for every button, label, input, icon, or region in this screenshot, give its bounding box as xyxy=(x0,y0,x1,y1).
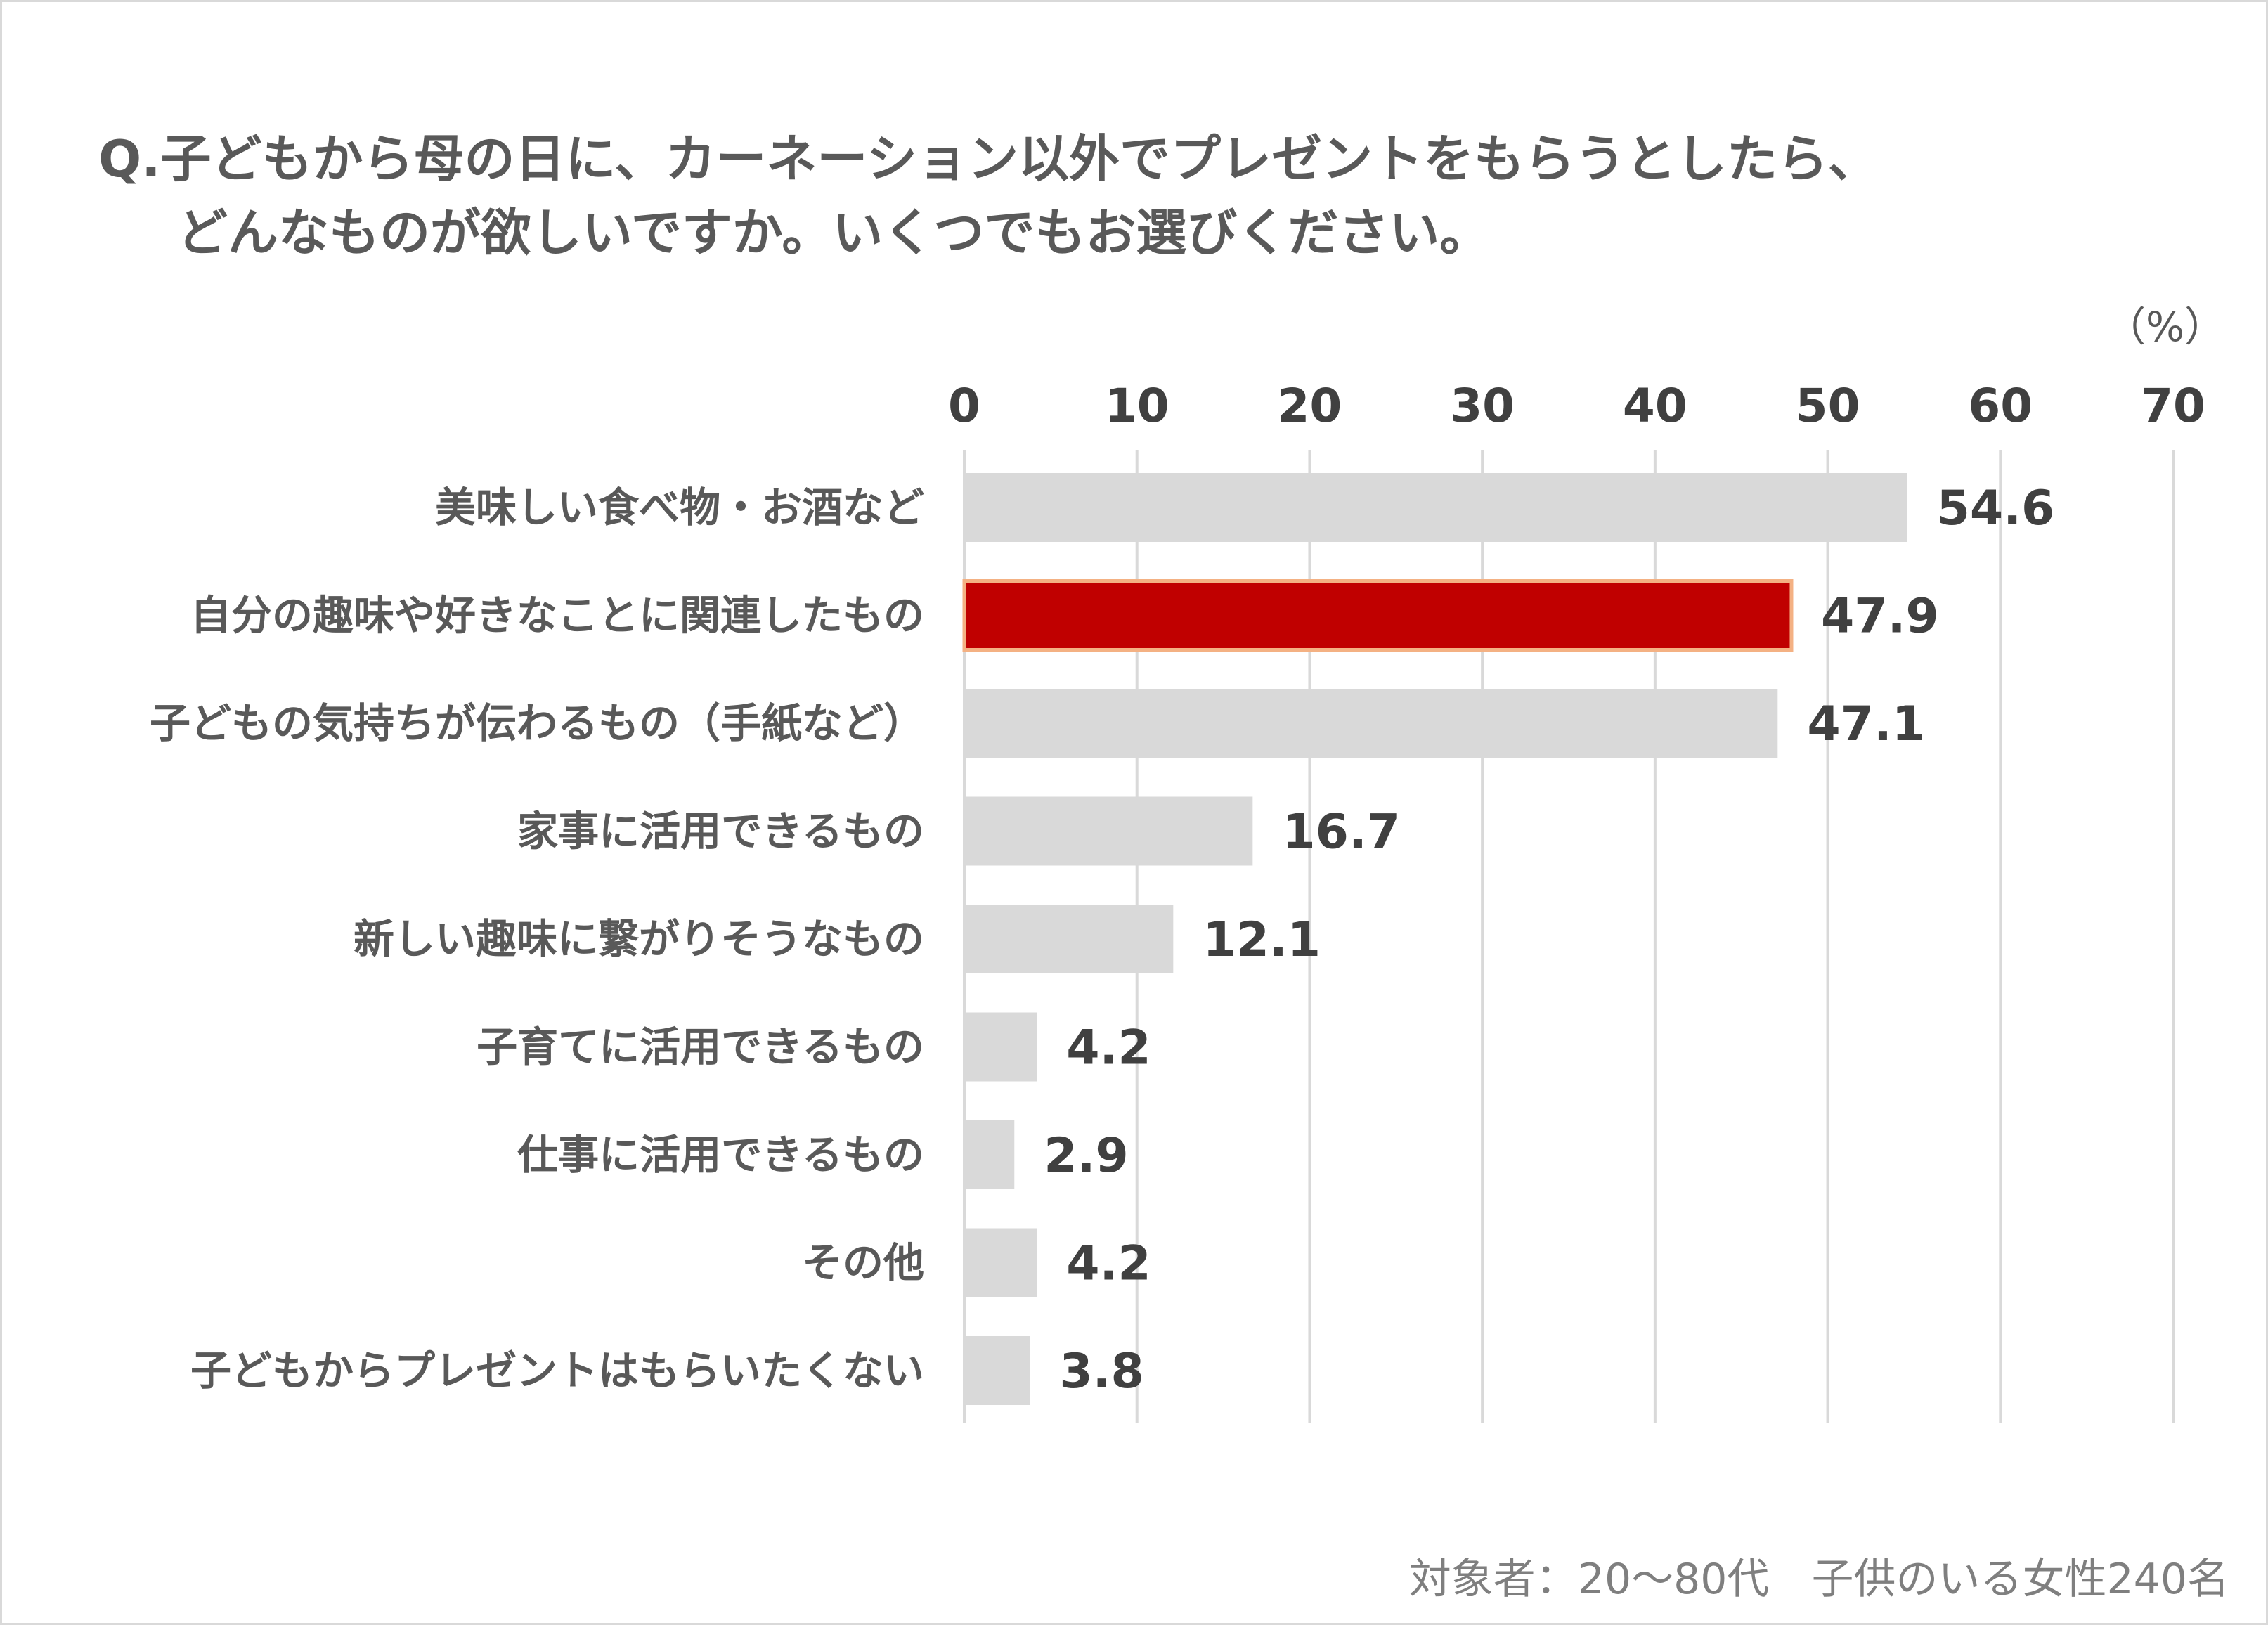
x-tick-label: 40 xyxy=(1623,379,1687,433)
value-label: 12.1 xyxy=(1203,912,1321,968)
category-label: 自分の趣味や好きなことに関連したもの xyxy=(190,592,924,640)
bar xyxy=(964,689,1778,758)
x-tick-label: 0 xyxy=(948,379,980,433)
unit-label: （%） xyxy=(2105,303,2226,351)
category-label: その他 xyxy=(802,1239,924,1287)
category-label: 美味しい食べ物・お酒など xyxy=(435,484,924,531)
chart-title-line-2: どんなものが欲しいですか。いくつでもお選びください。 xyxy=(177,203,1491,262)
bar xyxy=(964,1228,1037,1297)
category-label: 仕事に活用できるもの xyxy=(517,1131,924,1179)
x-tick-label: 20 xyxy=(1277,379,1342,433)
value-label: 47.9 xyxy=(1821,589,1939,645)
value-label: 47.1 xyxy=(1807,697,1925,752)
category-label: 家事に活用できるもの xyxy=(517,808,924,855)
value-label: 4.2 xyxy=(1066,1021,1151,1076)
x-tick-label: 70 xyxy=(2141,379,2205,433)
category-label: 子育てに活用できるもの xyxy=(477,1023,924,1071)
x-tick-label: 50 xyxy=(1796,379,1860,433)
value-label: 3.8 xyxy=(1059,1344,1143,1399)
x-tick-label: 60 xyxy=(1968,379,2033,433)
x-tick-label: 30 xyxy=(1450,379,1515,433)
bar-highlight xyxy=(962,579,1794,652)
chart-title-line-1: Q.子どもから母の日に、カーネーション以外でプレゼントをもらうとしたら、 xyxy=(98,129,1879,188)
bar xyxy=(964,1336,1030,1405)
value-label: 2.9 xyxy=(1044,1128,1128,1184)
bar xyxy=(964,473,1907,542)
value-label: 4.2 xyxy=(1066,1236,1151,1292)
category-label: 新しい趣味に繋がりそうなもの xyxy=(354,915,924,963)
category-label: 子どもの気持ちが伝わるもの（手紙など） xyxy=(150,699,924,747)
bar xyxy=(964,905,1174,973)
category-label: 子どもからプレゼントはもらいたくない xyxy=(190,1347,924,1394)
bar xyxy=(964,1120,1015,1189)
x-tick-label: 10 xyxy=(1105,379,1169,433)
bar xyxy=(964,1012,1037,1082)
value-label: 54.6 xyxy=(1937,481,2055,536)
value-label: 16.7 xyxy=(1282,805,1400,860)
bar xyxy=(964,796,1253,866)
survey-footnote: 対象者：20～80代 子供のいる女性240名 xyxy=(1408,1555,2229,1604)
